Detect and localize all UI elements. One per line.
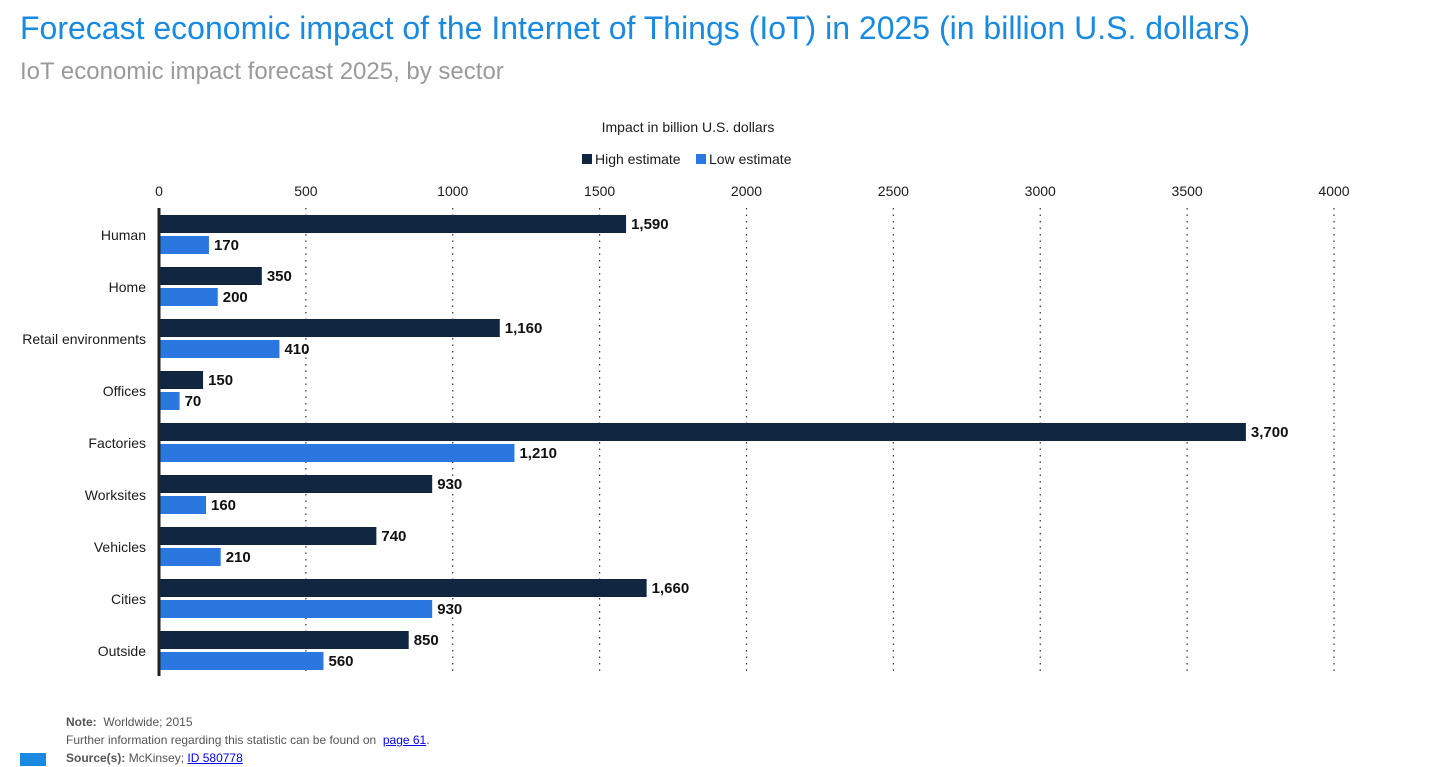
statistic-id-link[interactable]: ID 580778 xyxy=(187,751,243,765)
footer: Note: Worldwide; 2015 Further informatio… xyxy=(66,713,430,767)
bar-high-estimate xyxy=(159,319,500,337)
brand-logo xyxy=(20,753,46,766)
data-label: 1,160 xyxy=(505,320,543,337)
bar-high-estimate xyxy=(159,527,377,545)
data-label: 200 xyxy=(223,289,248,306)
data-label: 410 xyxy=(284,341,309,358)
category-label: Worksites xyxy=(85,487,146,503)
info-end: . xyxy=(426,733,430,747)
bar-low-estimate xyxy=(159,600,433,618)
bars: 1,590 170 350 200 1,160 410 150 70 3,700 1,210 930… xyxy=(159,215,1288,670)
data-label: 560 xyxy=(329,653,354,670)
x-axis-title: Impact in billion U.S. dollars xyxy=(602,119,775,135)
x-tick-label: 1000 xyxy=(437,183,468,199)
grid xyxy=(305,208,1335,676)
bar-low-estimate xyxy=(159,652,324,670)
category-label: Outside xyxy=(98,643,146,659)
x-tick-label: 1500 xyxy=(584,183,615,199)
category-label: Factories xyxy=(88,435,146,451)
category-labels: Human Home Retail environments Offices Facto… xyxy=(22,227,146,659)
info-line: Further information regarding this stati… xyxy=(66,731,430,749)
category-label: Vehicles xyxy=(94,539,146,555)
source-label: Source(s): xyxy=(66,751,126,765)
legend-swatch-high xyxy=(582,154,592,164)
category-label: Offices xyxy=(103,383,146,399)
bar-high-estimate xyxy=(159,423,1246,441)
data-label: 3,700 xyxy=(1251,424,1289,441)
legend-swatch-low xyxy=(696,154,706,164)
bar-low-estimate xyxy=(159,236,209,254)
x-tick-label: 2000 xyxy=(731,183,762,199)
x-tick-label: 500 xyxy=(294,183,318,199)
data-label: 1,590 xyxy=(631,216,669,233)
data-label: 170 xyxy=(214,237,239,254)
data-label: 210 xyxy=(226,549,251,566)
category-label: Human xyxy=(101,227,146,243)
category-label: Retail environments xyxy=(22,331,146,347)
data-label: 740 xyxy=(381,528,406,545)
source-text: McKinsey; xyxy=(128,751,185,765)
legend: High estimate Low estimate xyxy=(582,151,792,167)
data-label: 160 xyxy=(211,497,236,514)
x-tick-label: 3500 xyxy=(1172,183,1203,199)
bar-low-estimate xyxy=(159,340,280,358)
x-tick-label: 4000 xyxy=(1318,183,1349,199)
page-title: Forecast economic impact of the Internet… xyxy=(20,10,1251,46)
bar-high-estimate xyxy=(159,631,409,649)
bar-low-estimate xyxy=(159,288,218,306)
info-text: Further information regarding this stati… xyxy=(66,733,377,747)
x-tick-label: 3000 xyxy=(1025,183,1056,199)
legend-label-low: Low estimate xyxy=(709,151,792,167)
data-label: 930 xyxy=(437,601,462,618)
category-label: Cities xyxy=(111,591,146,607)
x-tick-label: 0 xyxy=(155,183,163,199)
x-tick-label: 2500 xyxy=(878,183,909,199)
note-line: Note: Worldwide; 2015 xyxy=(66,713,430,731)
legend-label-high: High estimate xyxy=(595,151,681,167)
data-label: 850 xyxy=(414,632,439,649)
bar-high-estimate xyxy=(159,475,433,493)
note-label: Note: xyxy=(66,715,97,729)
bar-low-estimate xyxy=(159,444,515,462)
data-label: 930 xyxy=(437,476,462,493)
category-label: Home xyxy=(109,279,147,295)
data-label: 350 xyxy=(267,268,292,285)
page-subtitle: IoT economic impact forecast 2025, by se… xyxy=(20,58,504,85)
bar-high-estimate xyxy=(159,267,262,285)
note-text: Worldwide; 2015 xyxy=(103,715,193,729)
bar-low-estimate xyxy=(159,496,206,514)
x-axis-ticks: 0 500 1000 1500 2000 2500 3000 3500 4000 xyxy=(155,183,1350,199)
bar-high-estimate xyxy=(159,579,647,597)
source-line: Source(s): McKinsey; ID 580778 xyxy=(66,749,430,767)
bar-high-estimate xyxy=(159,371,204,389)
data-label: 150 xyxy=(208,372,233,389)
data-label: 1,210 xyxy=(519,445,557,462)
page-link[interactable]: page 61 xyxy=(382,733,427,747)
bar-low-estimate xyxy=(159,548,221,566)
bar-high-estimate xyxy=(159,215,627,233)
data-label: 70 xyxy=(185,393,202,410)
data-label: 1,660 xyxy=(652,580,690,597)
bar-low-estimate xyxy=(159,392,180,410)
